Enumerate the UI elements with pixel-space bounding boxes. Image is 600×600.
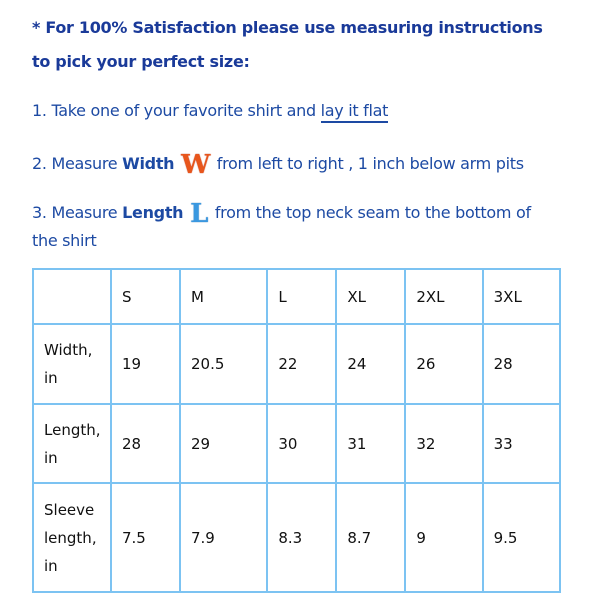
size-header: 3XL [481, 268, 562, 325]
size-table: S M L XL 2XL 3XL Width, in 19 20.5 22 24… [32, 268, 562, 593]
size-header: M [178, 268, 269, 325]
step-1: 1. Take one of your favorite shirt and l… [32, 101, 388, 123]
width-w-icon: W [181, 150, 210, 180]
size-header: L [266, 268, 338, 325]
heading-line2: to pick your perfect size: [32, 52, 250, 71]
table-row: Length, in 28 29 30 31 32 33 [32, 403, 562, 484]
step-3-continued: the shirt [32, 231, 97, 250]
size-header: 2XL [404, 268, 484, 325]
heading-line1: * For 100% Satisfaction please use measu… [32, 18, 543, 37]
row-label: Length, in [32, 403, 112, 484]
row-label: Width, in [32, 323, 112, 405]
row-label: Sleeve length, in [32, 482, 112, 593]
size-header: XL [335, 268, 407, 325]
table-row: Sleeve length, in 7.5 7.9 8.3 8.7 9 9.5 [32, 482, 562, 593]
table-header-row: S M L XL 2XL 3XL [32, 268, 562, 325]
lay-it-flat-link[interactable]: lay it flat [320, 101, 388, 123]
length-l-icon: L [190, 199, 209, 229]
step-2: 2. Measure Width W from left to right , … [32, 150, 524, 180]
size-header: S [110, 268, 181, 325]
table-row: Width, in 19 20.5 22 24 26 28 [32, 323, 562, 405]
step-3: 3. Measure Length L from the top neck se… [32, 199, 531, 229]
